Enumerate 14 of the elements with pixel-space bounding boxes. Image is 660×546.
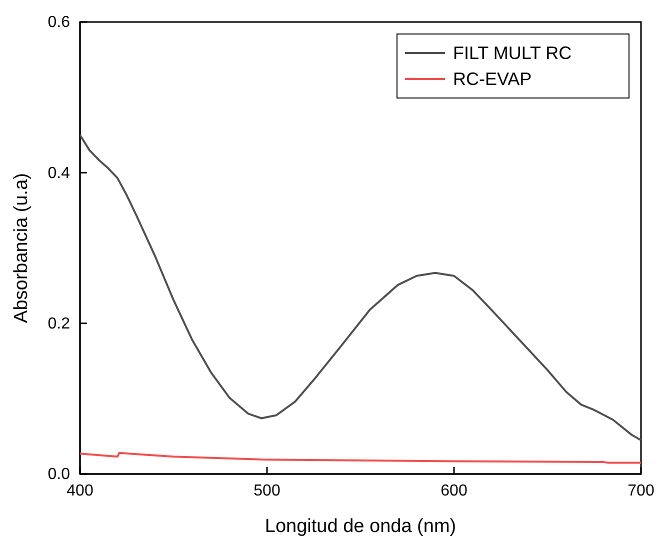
y-tick-label: 0.2 — [48, 315, 70, 332]
legend-label: FILT MULT RC — [453, 43, 572, 63]
line-series — [80, 134, 641, 442]
x-tick-label: 600 — [440, 482, 468, 500]
y-tick-label: 0.0 — [48, 466, 70, 484]
legend-label: RC-EVAP — [453, 69, 532, 89]
y-tick-label: 0.6 — [48, 14, 70, 32]
x-axis-title: Longitud de onda (nm) — [264, 516, 456, 537]
line-series — [80, 452, 641, 464]
x-tick-label: 400 — [66, 482, 94, 500]
x-tick-label: 500 — [254, 482, 280, 500]
y-axis-title: Absorbancia (u.a) — [11, 173, 32, 323]
y-tick-label: 0.4 — [48, 164, 70, 182]
x-tick-label: 700 — [628, 482, 654, 500]
